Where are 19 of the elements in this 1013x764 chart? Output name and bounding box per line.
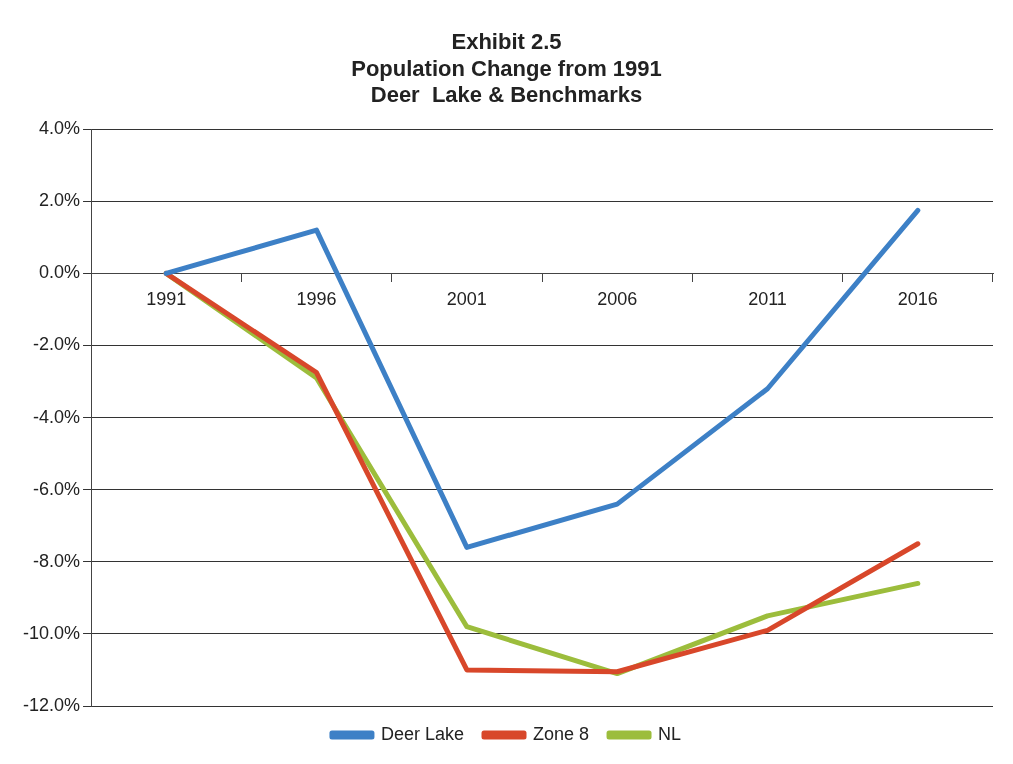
y-tick-label: -8.0% — [33, 550, 81, 571]
y-tick-label: -2.0% — [33, 334, 81, 355]
y-tick-label: 4.0% — [39, 118, 81, 139]
chart-title: Exhibit 2.5 Population Change from 1991 Deer Lake & Benchmarks — [351, 29, 662, 108]
x-tick-label: 1996 — [296, 289, 337, 310]
x-tick-label: 2001 — [446, 289, 487, 310]
x-tick-label: 2011 — [748, 289, 787, 310]
x-tick-label: 1991 — [146, 289, 187, 310]
y-tick-label: 2.0% — [39, 190, 81, 211]
x-tick-label: 2016 — [897, 289, 938, 310]
legend-label: Zone 8 — [533, 723, 590, 744]
y-tick-label: -6.0% — [33, 478, 81, 499]
y-tick-label: -10.0% — [22, 622, 81, 643]
y-tick-label: -12.0% — [22, 694, 81, 715]
legend-label: Deer Lake — [380, 723, 465, 744]
x-tick-label: 2006 — [597, 289, 638, 310]
y-tick-label: -4.0% — [33, 406, 81, 427]
y-tick-label: 0.0% — [39, 262, 81, 283]
legend-label: NL — [658, 723, 682, 744]
